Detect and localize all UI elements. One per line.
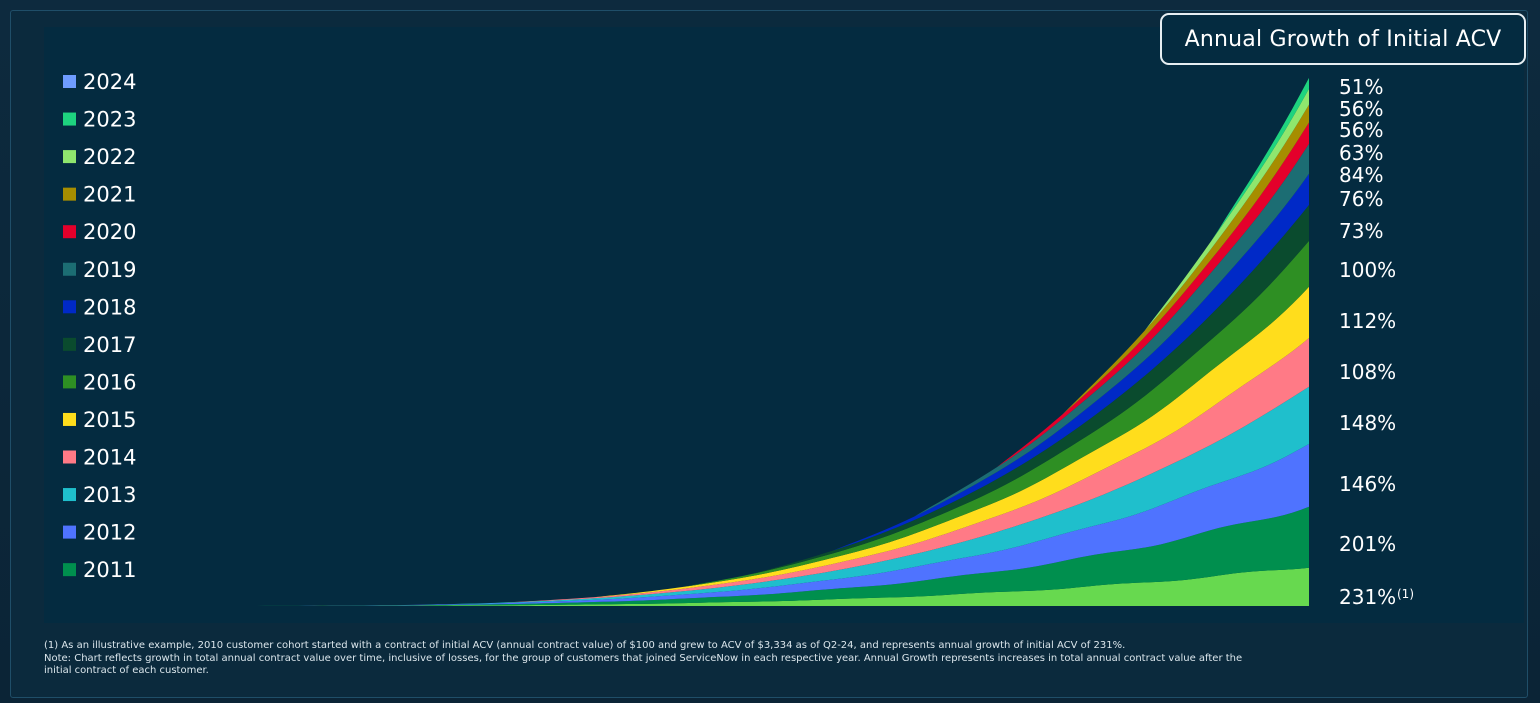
legend-label-2011: 2011 xyxy=(83,558,136,582)
growth-label-2013: 146% xyxy=(1339,472,1396,496)
legend-label-2014: 2014 xyxy=(83,446,136,470)
legend: 2024 2023 2022 2021 2020 2019 2018 2017 2016 2015… xyxy=(63,70,136,582)
legend-label-2018: 2018 xyxy=(83,295,136,319)
legend-label-2015: 2015 xyxy=(83,408,136,432)
footnote-marker-2011: (1) xyxy=(1397,587,1414,601)
footnote-note: Note: Chart reflects growth in total ann… xyxy=(44,652,1243,664)
growth-label-2017: 100% xyxy=(1339,258,1396,282)
legend-label-2022: 2022 xyxy=(83,145,136,169)
growth-label-2016: 112% xyxy=(1339,309,1396,333)
growth-label-2012: 201% xyxy=(1339,532,1396,556)
footnote-note-continued: initial contract of each customer. xyxy=(44,665,209,676)
growth-label-2022: 56% xyxy=(1339,118,1383,142)
legend-label-2021: 2021 xyxy=(83,183,136,207)
legend-swatch-2023 xyxy=(63,112,76,126)
growth-labels: 231% (1) 201% 146% 148% 108% 112% 100% 73% 76%84%… xyxy=(1339,75,1414,609)
legend-swatch-2020 xyxy=(63,225,76,239)
legend-swatch-2022 xyxy=(63,150,76,164)
legend-swatch-2011 xyxy=(63,563,76,577)
area-cohort-2013 xyxy=(158,443,1309,606)
growth-label-2019: 76% xyxy=(1339,187,1383,211)
legend-swatch-2012 xyxy=(63,525,76,539)
legend-swatch-2021 xyxy=(63,187,76,201)
legend-label-2013: 2013 xyxy=(83,483,136,507)
legend-label-2020: 2020 xyxy=(83,220,136,244)
legend-swatch-2016 xyxy=(63,375,76,389)
legend-swatch-2024 xyxy=(63,75,76,88)
legend-swatch-2018 xyxy=(63,300,76,314)
legend-label-2019: 2019 xyxy=(83,258,136,282)
growth-label-2014: 148% xyxy=(1339,411,1396,435)
growth-label-2023: 56% xyxy=(1339,97,1383,121)
legend-label-2024: 2024 xyxy=(83,70,136,94)
growth-label-2018: 73% xyxy=(1339,219,1383,243)
growth-label-2020: 84% xyxy=(1339,163,1383,187)
legend-label-2017: 2017 xyxy=(83,333,136,357)
growth-label-2021: 63% xyxy=(1339,141,1383,165)
growth-label-2024: 51% xyxy=(1339,75,1383,99)
legend-swatch-2014 xyxy=(63,450,76,464)
legend-label-2023: 2023 xyxy=(83,108,136,132)
legend-swatch-2015 xyxy=(63,412,76,426)
legend-label-2012: 2012 xyxy=(83,521,136,545)
footnotes: (1) As an illustrative example, 2010 cus… xyxy=(44,640,1444,678)
growth-label-2015: 108% xyxy=(1339,360,1396,384)
chart-title-text: Annual Growth of Initial ACV xyxy=(1184,26,1502,52)
area-cohort-2012 xyxy=(158,506,1309,606)
legend-label-2016: 2016 xyxy=(83,370,136,394)
chart-title: Annual Growth of Initial ACV xyxy=(1160,13,1526,65)
legend-swatch-2019 xyxy=(63,262,76,276)
legend-swatch-2013 xyxy=(63,488,76,502)
area-layers xyxy=(158,77,1309,607)
footnote-1: (1) As an illustrative example, 2010 cus… xyxy=(44,640,1126,651)
legend-swatch-2017 xyxy=(63,337,76,351)
area-cohort-2011 xyxy=(158,567,1309,606)
growth-label-2011: 231% xyxy=(1339,585,1396,609)
